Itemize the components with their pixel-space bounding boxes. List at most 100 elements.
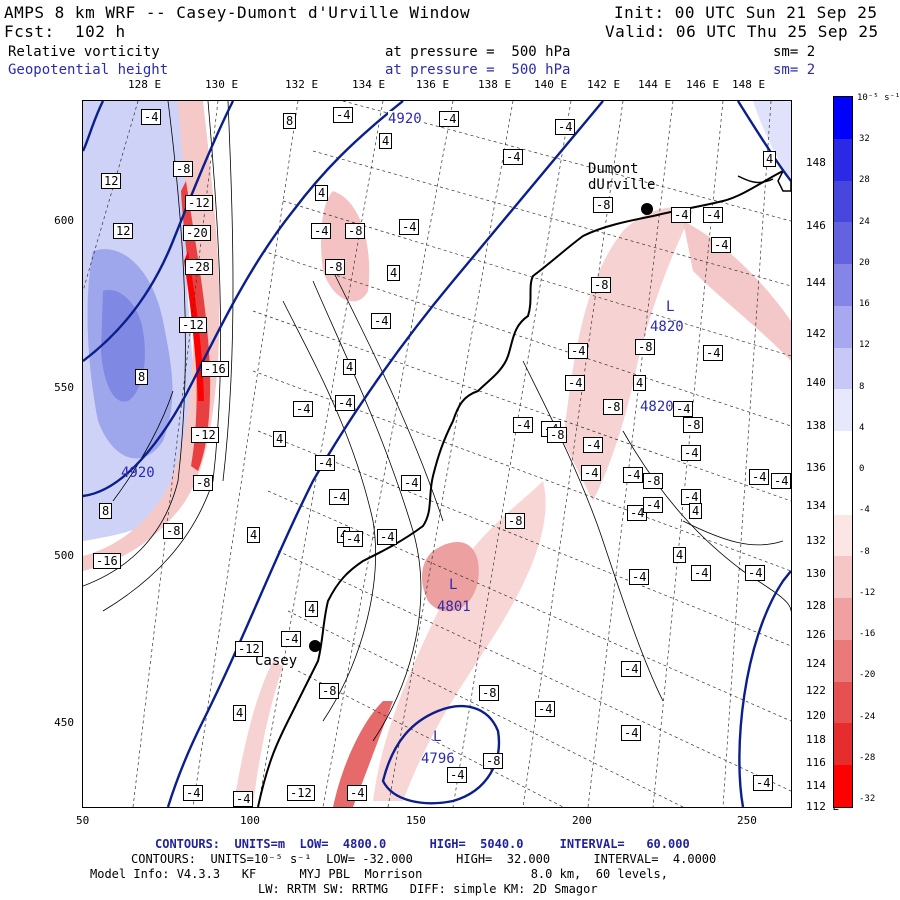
vorticity-contour-label: -8 (319, 683, 340, 699)
forecast-hour: Fcst: 102 h (4, 22, 126, 41)
lon-right-label: 112 E (806, 800, 840, 813)
positive-vorticity-core (101, 290, 145, 402)
vorticity-contour-label: -4 (745, 565, 766, 581)
colorbar-segment (834, 765, 852, 808)
colorbar-label: -12 (859, 587, 876, 598)
colorbar-label: 12 (859, 340, 870, 351)
vorticity-contour-label: 8 (135, 369, 149, 385)
colorbar-segment (834, 514, 852, 557)
negative-vorticity-band (83, 101, 220, 571)
colorbar-label: 8 (859, 381, 865, 392)
lon-right-label: 142 E (806, 327, 840, 340)
vorticity-contour-label: 4 (633, 375, 647, 391)
contours-interval: INTERVAL= 4.0000 (593, 852, 717, 866)
vorticity-contour-label: -8 (683, 417, 704, 433)
colorbar-segment (834, 347, 852, 390)
vorticity-contour-label: -16 (93, 553, 121, 569)
colorbar-label: 20 (859, 257, 870, 268)
colorbar-label: 0 (859, 464, 865, 474)
vorticity-contour-label: -4 (711, 237, 732, 253)
vorticity-contour-label: -4 (333, 107, 354, 123)
lon-right-label: 116 E (806, 756, 840, 769)
negative-vorticity-swath (373, 481, 546, 801)
coastline (257, 170, 784, 807)
map-plot: Dumont dUrville Casey L 4820 4820 L 4801… (82, 100, 792, 808)
lon-top-label: 132 E (285, 78, 319, 91)
colorbar-unit: 10⁻⁵ s⁻¹ (857, 93, 900, 103)
vorticity-contour-label: -4 (673, 401, 694, 417)
model-info-line-1: Model Info: V4.3.3 KF MYJ PBL Morrison 8… (90, 867, 668, 881)
vorticity-contour-label: -4 (311, 223, 332, 239)
model-info-line-2: LW: RRTM SW: RRTMG DIFF: simple KM: 2D S… (258, 882, 598, 896)
vorticity-contour-label: -4 (753, 775, 774, 791)
colorbar-label: 32 (859, 134, 870, 144)
field1-level: at pressure = 500 hPa (385, 44, 571, 60)
lon-right-label: 120 E (806, 709, 840, 722)
negative-vorticity-swath (233, 661, 283, 807)
vorticity-contour-label: -4 (627, 505, 648, 521)
vorticity-contour-label: -4 (535, 701, 556, 717)
vorticity-contour-label: -8 (173, 161, 194, 177)
lon-top-label: 130 E (205, 78, 239, 91)
station-marker-dumont-durville (641, 203, 653, 215)
vorticity-contour-label: -4 (183, 785, 204, 801)
chart-title: AMPS 8 km WRF -- Casey-Dumont d'Urville … (4, 3, 471, 22)
vorticity-contour-label: -8 (483, 753, 504, 769)
vorticity-contour-label: -4 (681, 445, 702, 461)
vorticity-contour-label: -12 (235, 641, 263, 657)
lat-lon-grid (83, 101, 791, 807)
station-marker-casey (309, 640, 321, 652)
lon-right-label: 138 E (806, 419, 840, 432)
vorticity-contour-label: -4 (141, 109, 162, 125)
colorbar-segment (834, 264, 852, 307)
vorticity-contour-label: -8 (193, 475, 214, 491)
vorticity-contour-label: -8 (163, 523, 184, 539)
field1-name: Relative vorticity (8, 44, 160, 60)
vorticity-contour-label: 12 (101, 173, 122, 189)
vorticity-contour-label: -4 (555, 119, 576, 135)
height-contour-4920 (83, 101, 404, 498)
vorticity-contour-label: 4 (305, 601, 319, 617)
field1-smoothing: sm= 2 (773, 44, 816, 60)
low-value: 4801 (437, 599, 471, 615)
negative-vorticity-swath (683, 221, 791, 361)
vorticity-contour-label: -4 (447, 767, 468, 783)
vorticity-contour-label: -8 (505, 513, 526, 529)
colorbar-segment (834, 222, 852, 265)
vorticity-contour-label: -12 (179, 317, 207, 333)
colorbar-segment (834, 556, 852, 599)
vorticity-contour-label: -4 (315, 455, 336, 471)
vorticity-contour-label: -8 (643, 473, 664, 489)
vorticity-contour-label: -8 (325, 259, 346, 275)
colorbar-scale (833, 96, 853, 808)
colorbar-segment (834, 598, 852, 641)
vorticity-contour-label: -4 (703, 345, 724, 361)
lon-right-label: 140 E (806, 376, 840, 389)
y-tick-label: 550 (54, 381, 74, 394)
vorticity-contour-label: -4 (343, 531, 364, 547)
vorticity-contour-label: 4 (673, 547, 687, 563)
contours-low: LOW= 4800.0 (299, 837, 387, 851)
colorbar-label: 4 (859, 422, 865, 433)
lon-top-label: 138 E (478, 78, 512, 91)
vorticity-contour-label: -4 (621, 725, 642, 741)
colorbar-label: 28 (859, 175, 870, 186)
x-tick-label: 150 (406, 814, 426, 827)
vorticity-contour-label: 4 (379, 133, 393, 149)
vorticity-contour-label: -8 (345, 223, 366, 239)
valid-time: Valid: 06 UTC Thu 25 Sep 25 (605, 22, 879, 41)
vorticity-contour-label: -28 (185, 259, 213, 275)
x-tick-label: 250 (737, 814, 757, 827)
lon-right-label: 130 E (806, 567, 840, 580)
colorbar-label: -20 (859, 670, 876, 681)
lon-right-label: 122 E (806, 684, 840, 697)
vorticity-contour-label: 8 (99, 503, 113, 519)
vorticity-contour-label: -4 (439, 111, 460, 127)
lon-top-label: 144 E (638, 78, 672, 91)
vorticity-contour-label: 8 (283, 113, 297, 129)
lon-right-label: 146 E (806, 219, 840, 232)
contours-low: LOW= -32.000 (326, 852, 413, 866)
field2-level: at pressure = 500 hPa (385, 62, 571, 78)
colorbar-label: 24 (859, 216, 870, 227)
vorticity-contour-label: -4 (377, 529, 398, 545)
